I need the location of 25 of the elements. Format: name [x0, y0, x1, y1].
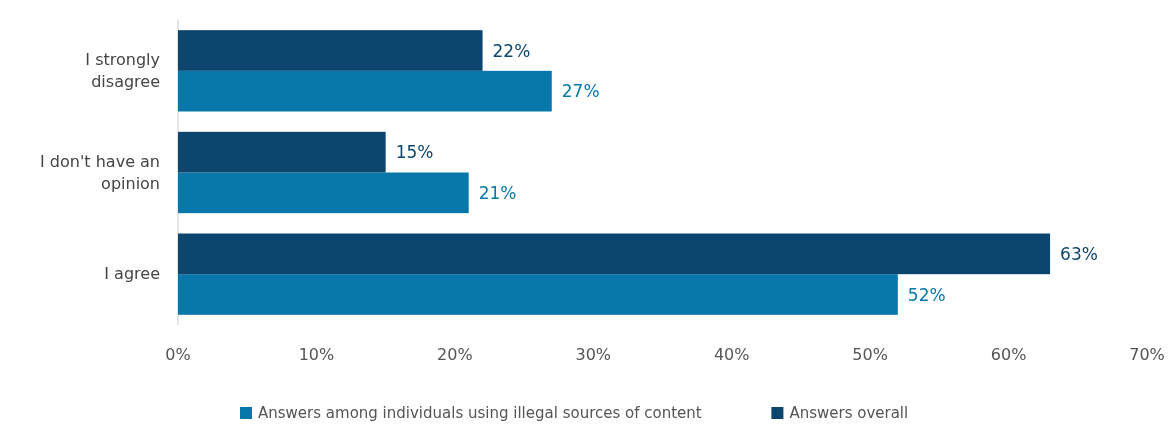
data-label: 15% [395, 142, 434, 163]
y-tick-label: I strongly disagree [85, 49, 160, 91]
x-tick-label: 50% [852, 345, 888, 364]
x-tick-label: 60% [990, 345, 1027, 364]
data-label: 22% [492, 40, 531, 61]
legend-label: Answers among individuals using illegal sources of content [258, 404, 702, 422]
data-label: 27% [561, 81, 600, 102]
data-label: 52% [907, 284, 946, 305]
bar [178, 70, 552, 112]
bar [178, 274, 898, 315]
x-tick-label: 0% [165, 345, 191, 364]
bar [178, 30, 483, 71]
x-tick-label: 10% [298, 345, 335, 364]
x-tick-label: 30% [575, 345, 612, 364]
y-tick-label: I agree [104, 264, 160, 284]
bar [178, 233, 1051, 275]
legend-label: Answers overall [789, 404, 909, 422]
x-tick-label: 20% [437, 345, 473, 364]
bar [178, 131, 386, 173]
data-label: 21% [478, 182, 517, 203]
x-tick-label: 40% [713, 345, 750, 364]
bar [178, 172, 469, 214]
data-label: 63% [1060, 243, 1098, 264]
x-tick-label: 70% [1129, 345, 1165, 364]
y-tick-label: I don't have an opinion [40, 151, 160, 193]
